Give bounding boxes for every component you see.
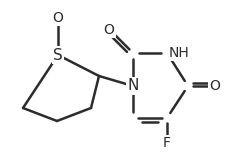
Text: N: N	[127, 78, 139, 93]
Text: F: F	[163, 136, 171, 150]
Text: S: S	[53, 47, 63, 63]
Text: O: O	[103, 23, 114, 37]
Text: NH: NH	[169, 46, 190, 60]
Text: O: O	[209, 79, 220, 93]
Text: O: O	[53, 11, 63, 25]
